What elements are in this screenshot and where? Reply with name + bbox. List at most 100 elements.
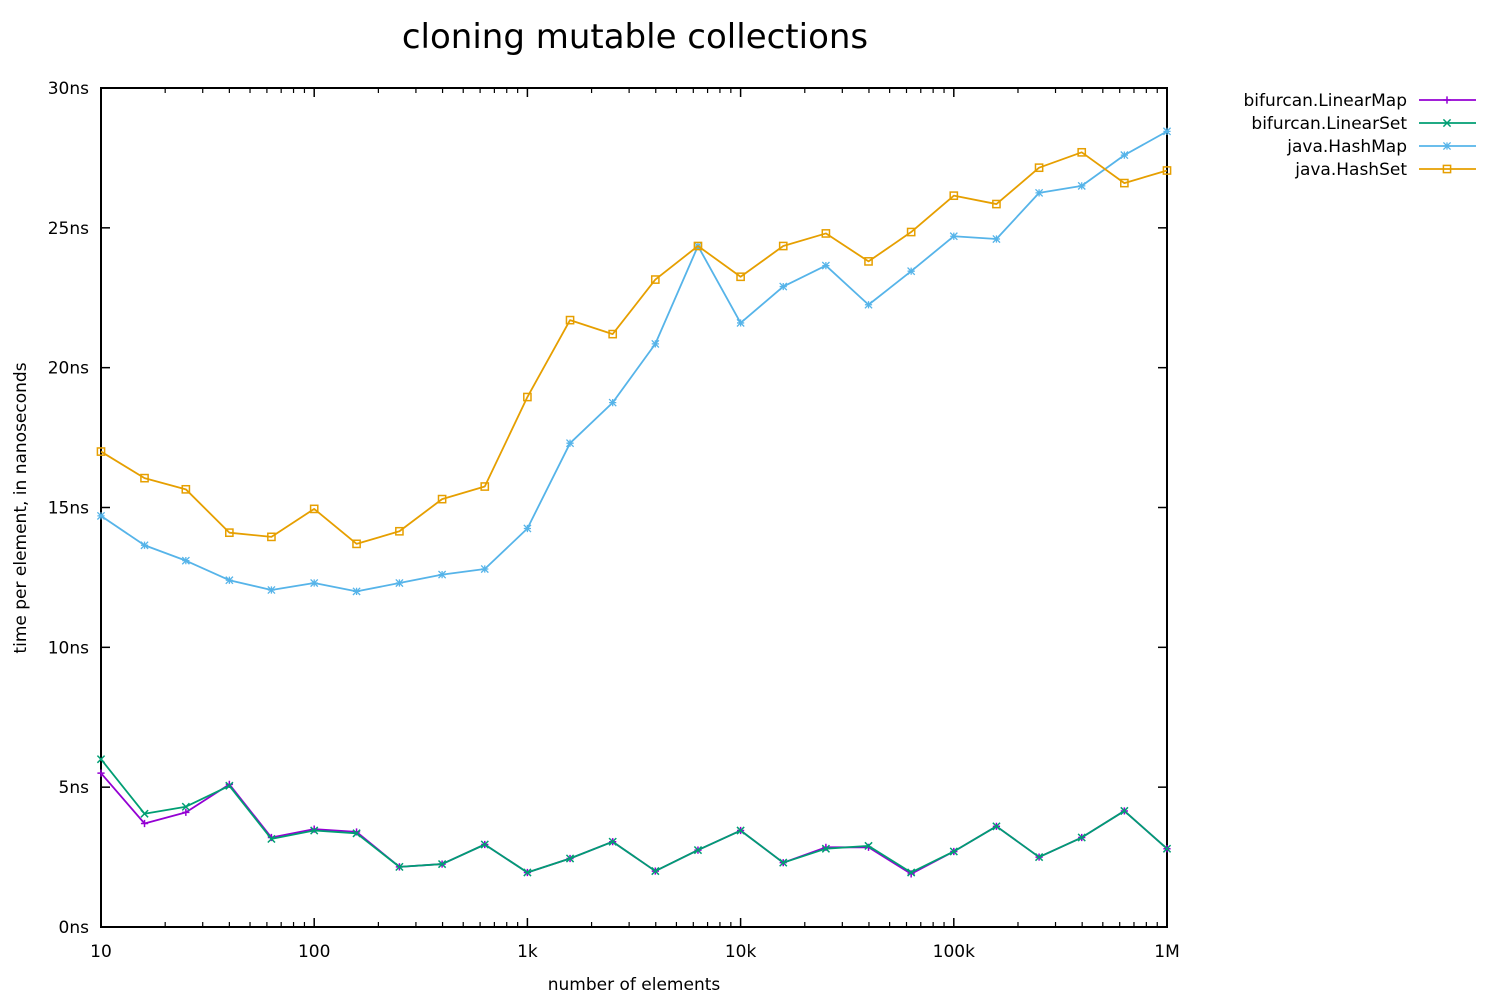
data-point — [1120, 178, 1129, 188]
data-point — [96, 447, 106, 456]
series-line — [100, 758, 1168, 874]
data-point — [1035, 188, 1044, 197]
data-point — [1034, 852, 1044, 862]
data-point — [693, 845, 703, 855]
data-point — [437, 859, 447, 869]
data-point — [1120, 151, 1129, 160]
data-point — [523, 392, 532, 402]
data-point — [992, 199, 1001, 209]
data-point — [140, 541, 149, 550]
data-point — [992, 234, 1001, 244]
data-point — [182, 808, 190, 816]
legend-label: java.HashMap — [1286, 137, 1407, 157]
data-point — [225, 781, 234, 790]
series-line — [100, 151, 1168, 545]
data-point — [693, 241, 703, 251]
data-point — [779, 282, 788, 291]
data-point — [395, 526, 404, 536]
data-point — [821, 844, 831, 853]
data-point — [1162, 127, 1172, 136]
data-point — [949, 232, 958, 241]
data-point — [565, 854, 575, 863]
data-point — [523, 868, 532, 877]
data-point — [821, 261, 830, 270]
y-tick-label: 25ns — [48, 219, 89, 239]
y-tick-label: 10ns — [48, 638, 89, 658]
data-point — [523, 524, 532, 533]
data-point — [267, 834, 276, 844]
data-point — [140, 809, 149, 818]
data-point — [949, 191, 959, 201]
legend-marker — [1442, 118, 1452, 128]
data-point — [864, 300, 873, 309]
data-point — [352, 587, 361, 596]
y-tick-label: 5ns — [59, 778, 90, 798]
data-point — [96, 755, 106, 764]
data-point — [181, 556, 190, 565]
data-point — [395, 862, 404, 872]
data-point — [1120, 806, 1129, 816]
plot-frame — [100, 87, 1168, 928]
plot-area: 0ns 5ns 10ns 15ns 20ns 25ns 30ns 10 100 1k 10k 100k… — [48, 79, 1180, 962]
data-point — [181, 802, 190, 811]
data-point — [864, 257, 873, 266]
x-tick-label: 10 — [90, 942, 112, 962]
legend-marker — [1442, 141, 1452, 151]
data-point — [480, 482, 490, 491]
x-axis-label: number of elements — [548, 975, 721, 995]
data-point — [309, 504, 319, 514]
data-point — [310, 578, 319, 588]
data-point — [140, 819, 149, 828]
data-point — [565, 439, 575, 448]
data-point — [650, 275, 660, 284]
y-tick-label: 20ns — [48, 359, 89, 379]
data-point — [438, 570, 447, 579]
data-point — [395, 578, 404, 588]
data-point — [949, 847, 958, 856]
data-point — [1077, 147, 1087, 157]
data-point — [352, 829, 361, 838]
data-point — [651, 866, 660, 876]
data-point — [1077, 181, 1086, 190]
data-point — [821, 229, 831, 238]
series-line — [100, 130, 1168, 593]
y-tick-label: 0ns — [59, 918, 90, 938]
legend-label: bifurcan.LinearSet — [1251, 114, 1407, 134]
y-tick-label: 15ns — [48, 499, 89, 519]
data-point — [736, 826, 745, 835]
data-point — [907, 868, 916, 877]
data-point — [778, 241, 788, 251]
legend: bifurcan.LinearMap bifurcan.LinearSet java… — [1243, 91, 1476, 180]
x-tick-label: 1k — [517, 942, 538, 962]
data-point — [352, 539, 361, 549]
data-point — [267, 532, 276, 542]
x-tick-label: 1M — [1154, 942, 1179, 962]
data-point — [310, 826, 319, 835]
chart-title: cloning mutable collections — [402, 17, 868, 57]
data-point — [608, 398, 617, 407]
data-point — [1077, 833, 1086, 842]
series-3 — [96, 147, 1172, 549]
data-point — [267, 585, 276, 595]
data-point — [1162, 166, 1172, 175]
data-point — [225, 528, 234, 538]
series-2 — [96, 127, 1172, 596]
data-point — [565, 315, 575, 325]
x-tick-label: 100k — [933, 942, 975, 962]
x-tick-label: 100 — [298, 942, 330, 962]
data-point — [906, 227, 916, 237]
data-point — [608, 837, 617, 846]
data-point — [864, 841, 873, 851]
legend-label: bifurcan.LinearMap — [1243, 91, 1407, 111]
data-point — [1034, 163, 1044, 173]
data-point — [140, 473, 149, 483]
data-point — [437, 494, 447, 504]
data-point — [225, 576, 234, 585]
legend-marker — [1442, 164, 1452, 174]
y-tick-label: 30ns — [48, 79, 89, 99]
data-point — [96, 511, 106, 520]
data-point — [736, 318, 745, 327]
data-point — [480, 840, 489, 849]
data-point — [608, 329, 618, 339]
